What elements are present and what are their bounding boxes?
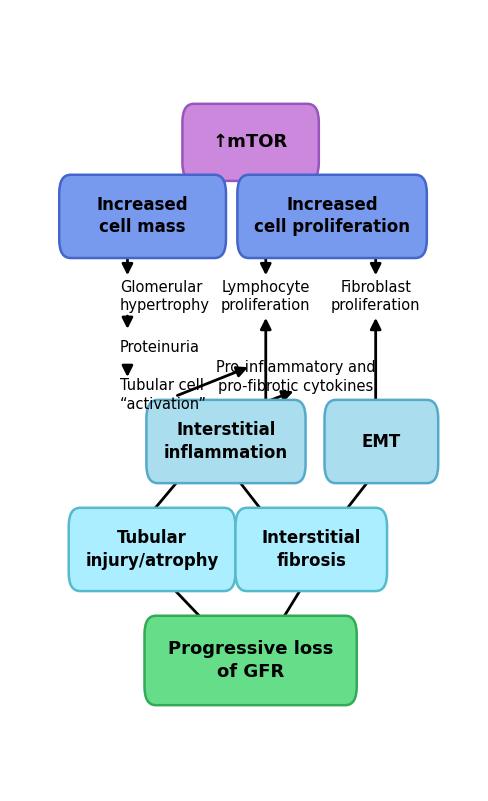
FancyBboxPatch shape — [144, 616, 356, 705]
Text: Glomerular
hypertrophy: Glomerular hypertrophy — [120, 280, 209, 313]
Text: Proteinuria: Proteinuria — [120, 340, 200, 356]
FancyBboxPatch shape — [324, 400, 437, 483]
Text: EMT: EMT — [361, 433, 400, 450]
FancyBboxPatch shape — [182, 104, 318, 181]
FancyBboxPatch shape — [235, 508, 386, 591]
Text: ↑mTOR: ↑mTOR — [213, 134, 287, 151]
Text: Lymphocyte
proliferation: Lymphocyte proliferation — [221, 280, 310, 313]
FancyBboxPatch shape — [146, 400, 305, 483]
Text: Progressive loss
of GFR: Progressive loss of GFR — [167, 640, 333, 681]
Text: Pro-inflammatory and
pro-fibrotic cytokines: Pro-inflammatory and pro-fibrotic cytoki… — [216, 360, 375, 393]
Text: Tubular cell
“activation”: Tubular cell “activation” — [120, 378, 206, 412]
Text: Interstitial
fibrosis: Interstitial fibrosis — [261, 529, 360, 570]
Text: Tubular
injury/atrophy: Tubular injury/atrophy — [85, 529, 218, 570]
Text: Fibroblast
proliferation: Fibroblast proliferation — [330, 280, 420, 313]
Text: Interstitial
inflammation: Interstitial inflammation — [163, 421, 287, 461]
FancyBboxPatch shape — [59, 175, 225, 258]
FancyBboxPatch shape — [237, 175, 426, 258]
Text: Increased
cell mass: Increased cell mass — [97, 196, 188, 236]
Text: Increased
cell proliferation: Increased cell proliferation — [254, 196, 409, 236]
FancyBboxPatch shape — [68, 508, 235, 591]
